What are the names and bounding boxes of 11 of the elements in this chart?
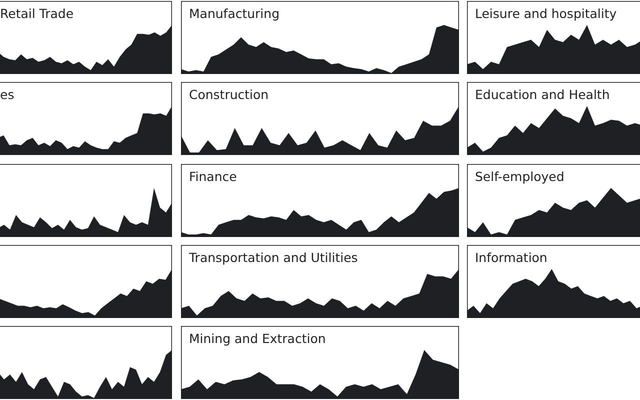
chart-title: Information [475, 250, 548, 265]
chart-title: Leisure and hospitality [475, 6, 618, 21]
chart-title: es [0, 87, 14, 102]
chart-title: Education and Health [475, 87, 610, 102]
chart-title: Mining and Extraction [189, 331, 326, 346]
chart-title: Retail Trade [0, 6, 74, 21]
chart-title: Finance [189, 169, 238, 184]
chart-title: Self-employed [475, 169, 564, 184]
chart-title: Transportation and Utilities [188, 250, 358, 265]
chart-title: Construction [189, 87, 269, 102]
chart-title: Manufacturing [189, 6, 280, 21]
